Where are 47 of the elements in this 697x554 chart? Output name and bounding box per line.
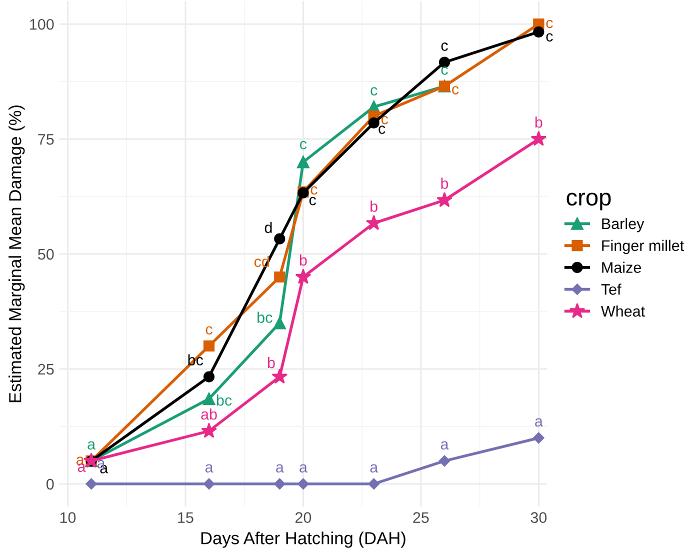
data-label: b (370, 200, 378, 212)
data-label: a (370, 464, 378, 473)
data-label: a (535, 418, 543, 427)
data-label: c (370, 87, 378, 96)
data-label: c (378, 126, 386, 134)
data-label: a (276, 464, 284, 473)
y-tick-label: 50 (38, 248, 54, 260)
data-label: c (546, 20, 553, 28)
y-tick-label: 100 (30, 18, 54, 30)
data-label: a (440, 441, 449, 450)
legend-label: Finger millet (602, 240, 684, 254)
data-label: c (206, 326, 212, 335)
y-tick-label: 0 (46, 478, 54, 490)
data-label: a (205, 464, 214, 473)
legend-label: Barley (602, 218, 644, 232)
x-tick-label: 30 (530, 512, 547, 523)
legend-label: Wheat (600, 305, 645, 317)
y-axis-title: Estimated Marginal Mean Damage (%) (8, 106, 25, 402)
data-label: bc (258, 312, 272, 323)
data-label: a (300, 464, 308, 473)
x-tick-label: 10 (60, 512, 76, 523)
data-label: c (309, 196, 316, 206)
x-tick-label: 15 (178, 512, 194, 523)
data-label: b (300, 254, 307, 266)
legend-title: crop (566, 192, 611, 210)
data-label: c (381, 116, 388, 124)
data-label: a (88, 441, 96, 450)
data-label: c (452, 86, 459, 94)
data-label: c (546, 33, 553, 42)
x-axis-title: Days After Hatching (DAH) (201, 532, 406, 548)
data-label: a (78, 464, 86, 472)
data-label: b (535, 116, 542, 128)
data-label: b (268, 356, 275, 368)
data-label: c (441, 66, 448, 75)
data-label: c (441, 42, 448, 51)
y-tick-label: 75 (38, 134, 54, 145)
legend-label: Tef (601, 284, 622, 295)
x-tick-label: 20 (295, 512, 312, 523)
data-label: c (300, 140, 307, 150)
y-tick-label: 25 (38, 364, 54, 375)
data-label: bc (216, 394, 232, 406)
data-label: c (310, 186, 318, 195)
legend-label: Maize (602, 262, 641, 273)
data-label: b (441, 178, 448, 189)
data-label: d (264, 222, 272, 234)
x-tick-label: 25 (413, 512, 429, 523)
data-label: ab (201, 408, 217, 420)
